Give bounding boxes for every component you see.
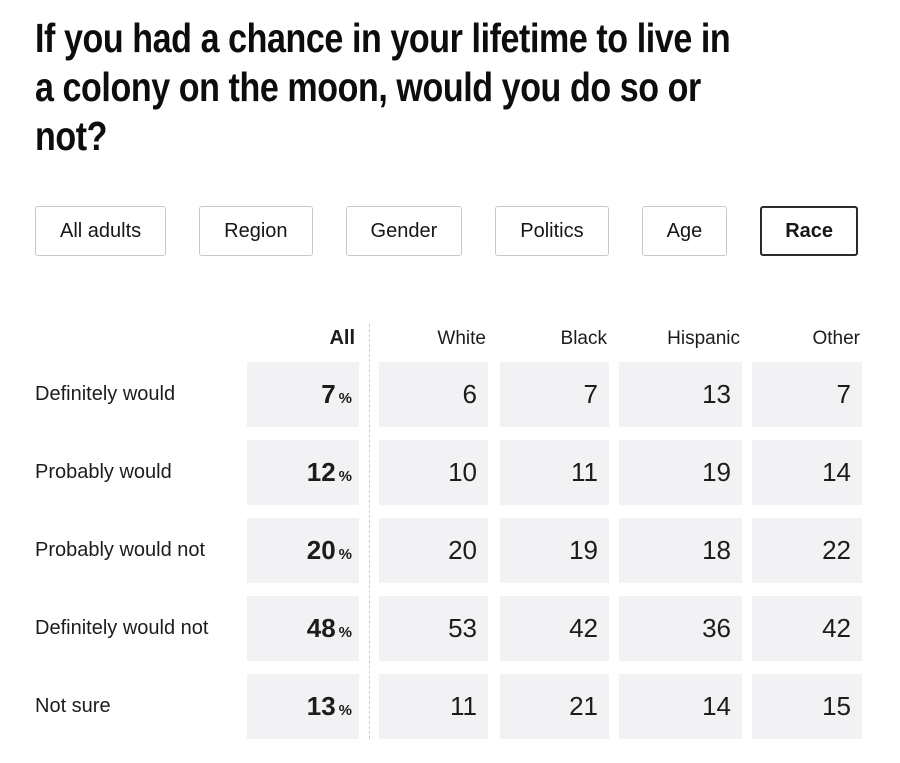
all-column-divider — [369, 324, 370, 739]
cell-black: 11 — [500, 440, 609, 505]
cell-all-value: 12 — [306, 457, 336, 487]
row-label: Probably would — [35, 461, 172, 483]
question-title: If you had a chance in your lifetime to … — [35, 14, 865, 161]
filter-button-all-adults[interactable]: All adults — [35, 206, 167, 256]
cell-white: 53 — [379, 596, 488, 661]
cell-all-value: 20 — [306, 535, 336, 565]
cell-other: 14 — [752, 440, 862, 505]
table-row: Probably would not 20% 20 19 18 22 — [35, 518, 862, 583]
row-label: Not sure — [35, 695, 111, 717]
column-header-hispanic: Hispanic — [667, 328, 740, 349]
cell-black: 7 — [500, 362, 609, 427]
cell-all: 12% — [247, 440, 359, 505]
percent-sign: % — [338, 468, 352, 485]
cell-other: 42 — [752, 596, 862, 661]
table-row: Definitely would 7% 6 7 13 7 — [35, 362, 862, 427]
cell-hispanic: 19 — [619, 440, 742, 505]
cell-all-value: 7 — [321, 379, 336, 409]
question-title-line: not? — [35, 113, 108, 159]
filter-button-politics[interactable]: Politics — [495, 206, 609, 256]
cell-all: 48% — [247, 596, 359, 661]
cell-white: 6 — [379, 362, 488, 427]
filter-tabs: All adults Region Gender Politics Age Ra… — [35, 206, 865, 256]
cell-other: 15 — [752, 674, 862, 739]
cell-hispanic: 36 — [619, 596, 742, 661]
cell-hispanic: 14 — [619, 674, 742, 739]
cell-black: 19 — [500, 518, 609, 583]
cell-all-value: 13 — [306, 691, 336, 721]
question-title-line: If you had a chance in your lifetime to … — [35, 15, 731, 61]
table-header-row: All White Black Hispanic Other — [35, 324, 862, 350]
cell-black: 21 — [500, 674, 609, 739]
percent-sign: % — [338, 546, 352, 563]
cell-black: 42 — [500, 596, 609, 661]
cell-all-value: 48 — [306, 613, 336, 643]
question-title-line: a colony on the moon, would you do so or — [35, 64, 701, 110]
row-label: Probably would not — [35, 539, 206, 561]
table-row: Not sure 13% 11 21 14 15 — [35, 674, 862, 739]
cell-all: 13% — [247, 674, 359, 739]
cell-other: 7 — [752, 362, 862, 427]
percent-sign: % — [338, 390, 352, 407]
table-row: Probably would 12% 10 11 19 14 — [35, 440, 862, 505]
cell-all: 7% — [247, 362, 359, 427]
row-label: Definitely would not — [35, 617, 209, 639]
column-header-black: Black — [560, 328, 607, 349]
cell-hispanic: 13 — [619, 362, 742, 427]
cell-hispanic: 18 — [619, 518, 742, 583]
cell-white: 11 — [379, 674, 488, 739]
column-header-white: White — [437, 328, 486, 349]
filter-button-race[interactable]: Race — [760, 206, 859, 256]
filter-button-age[interactable]: Age — [641, 206, 728, 256]
cell-white: 20 — [379, 518, 488, 583]
cell-all: 20% — [247, 518, 359, 583]
row-label: Definitely would — [35, 383, 176, 405]
cell-other: 22 — [752, 518, 862, 583]
results-table: All White Black Hispanic Other Definitel… — [35, 324, 862, 739]
filter-button-region[interactable]: Region — [199, 206, 313, 256]
filter-button-gender[interactable]: Gender — [345, 206, 463, 256]
table-row: Definitely would not 48% 53 42 36 42 — [35, 596, 862, 661]
percent-sign: % — [338, 702, 352, 719]
poll-widget: If you had a chance in your lifetime to … — [35, 14, 865, 739]
column-header-other: Other — [812, 328, 860, 349]
percent-sign: % — [338, 624, 352, 641]
cell-white: 10 — [379, 440, 488, 505]
column-header-all: All — [329, 327, 355, 349]
